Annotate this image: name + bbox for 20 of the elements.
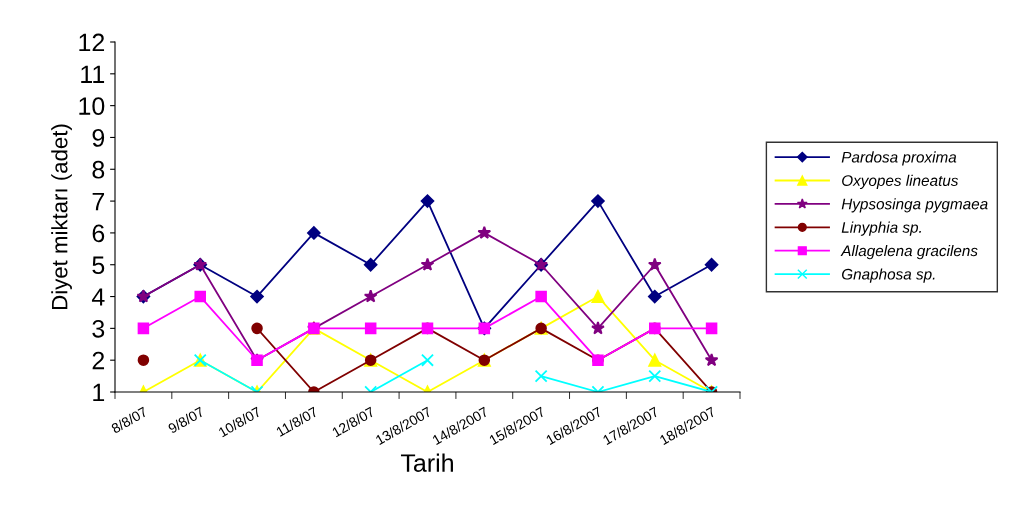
y-tick-label: 12	[79, 33, 105, 52]
y-tick-label: 10	[79, 97, 105, 115]
y-tick-label: 9	[92, 129, 105, 147]
y-tick-label: 5	[92, 256, 105, 275]
legend-label: Oxyopes lineatus	[842, 174, 959, 190]
y-tick-label: 7	[92, 192, 105, 211]
y-tick-label: 2	[92, 351, 105, 370]
y-tick-label: 1	[93, 383, 105, 402]
x-axis-title: Tarih	[400, 453, 453, 472]
y-tick-label: 8	[92, 160, 105, 179]
y-tick-label: 3	[92, 319, 105, 338]
y-axis-title: Diyet miktarı (adet)	[51, 124, 72, 310]
legend-label: Allagelena gracilens	[840, 244, 978, 260]
legend-label: Linyphia sp.	[841, 221, 921, 236]
y-tick-label: 4	[91, 288, 105, 306]
legend-label: Gnaphosa sp.	[842, 268, 935, 283]
legend-label: Hypsosinga pygmaea	[841, 198, 988, 213]
legend-label: Pardosa proxima	[841, 151, 957, 166]
y-tick-label: 11	[81, 65, 105, 83]
y-tick-label: 6	[92, 224, 105, 243]
